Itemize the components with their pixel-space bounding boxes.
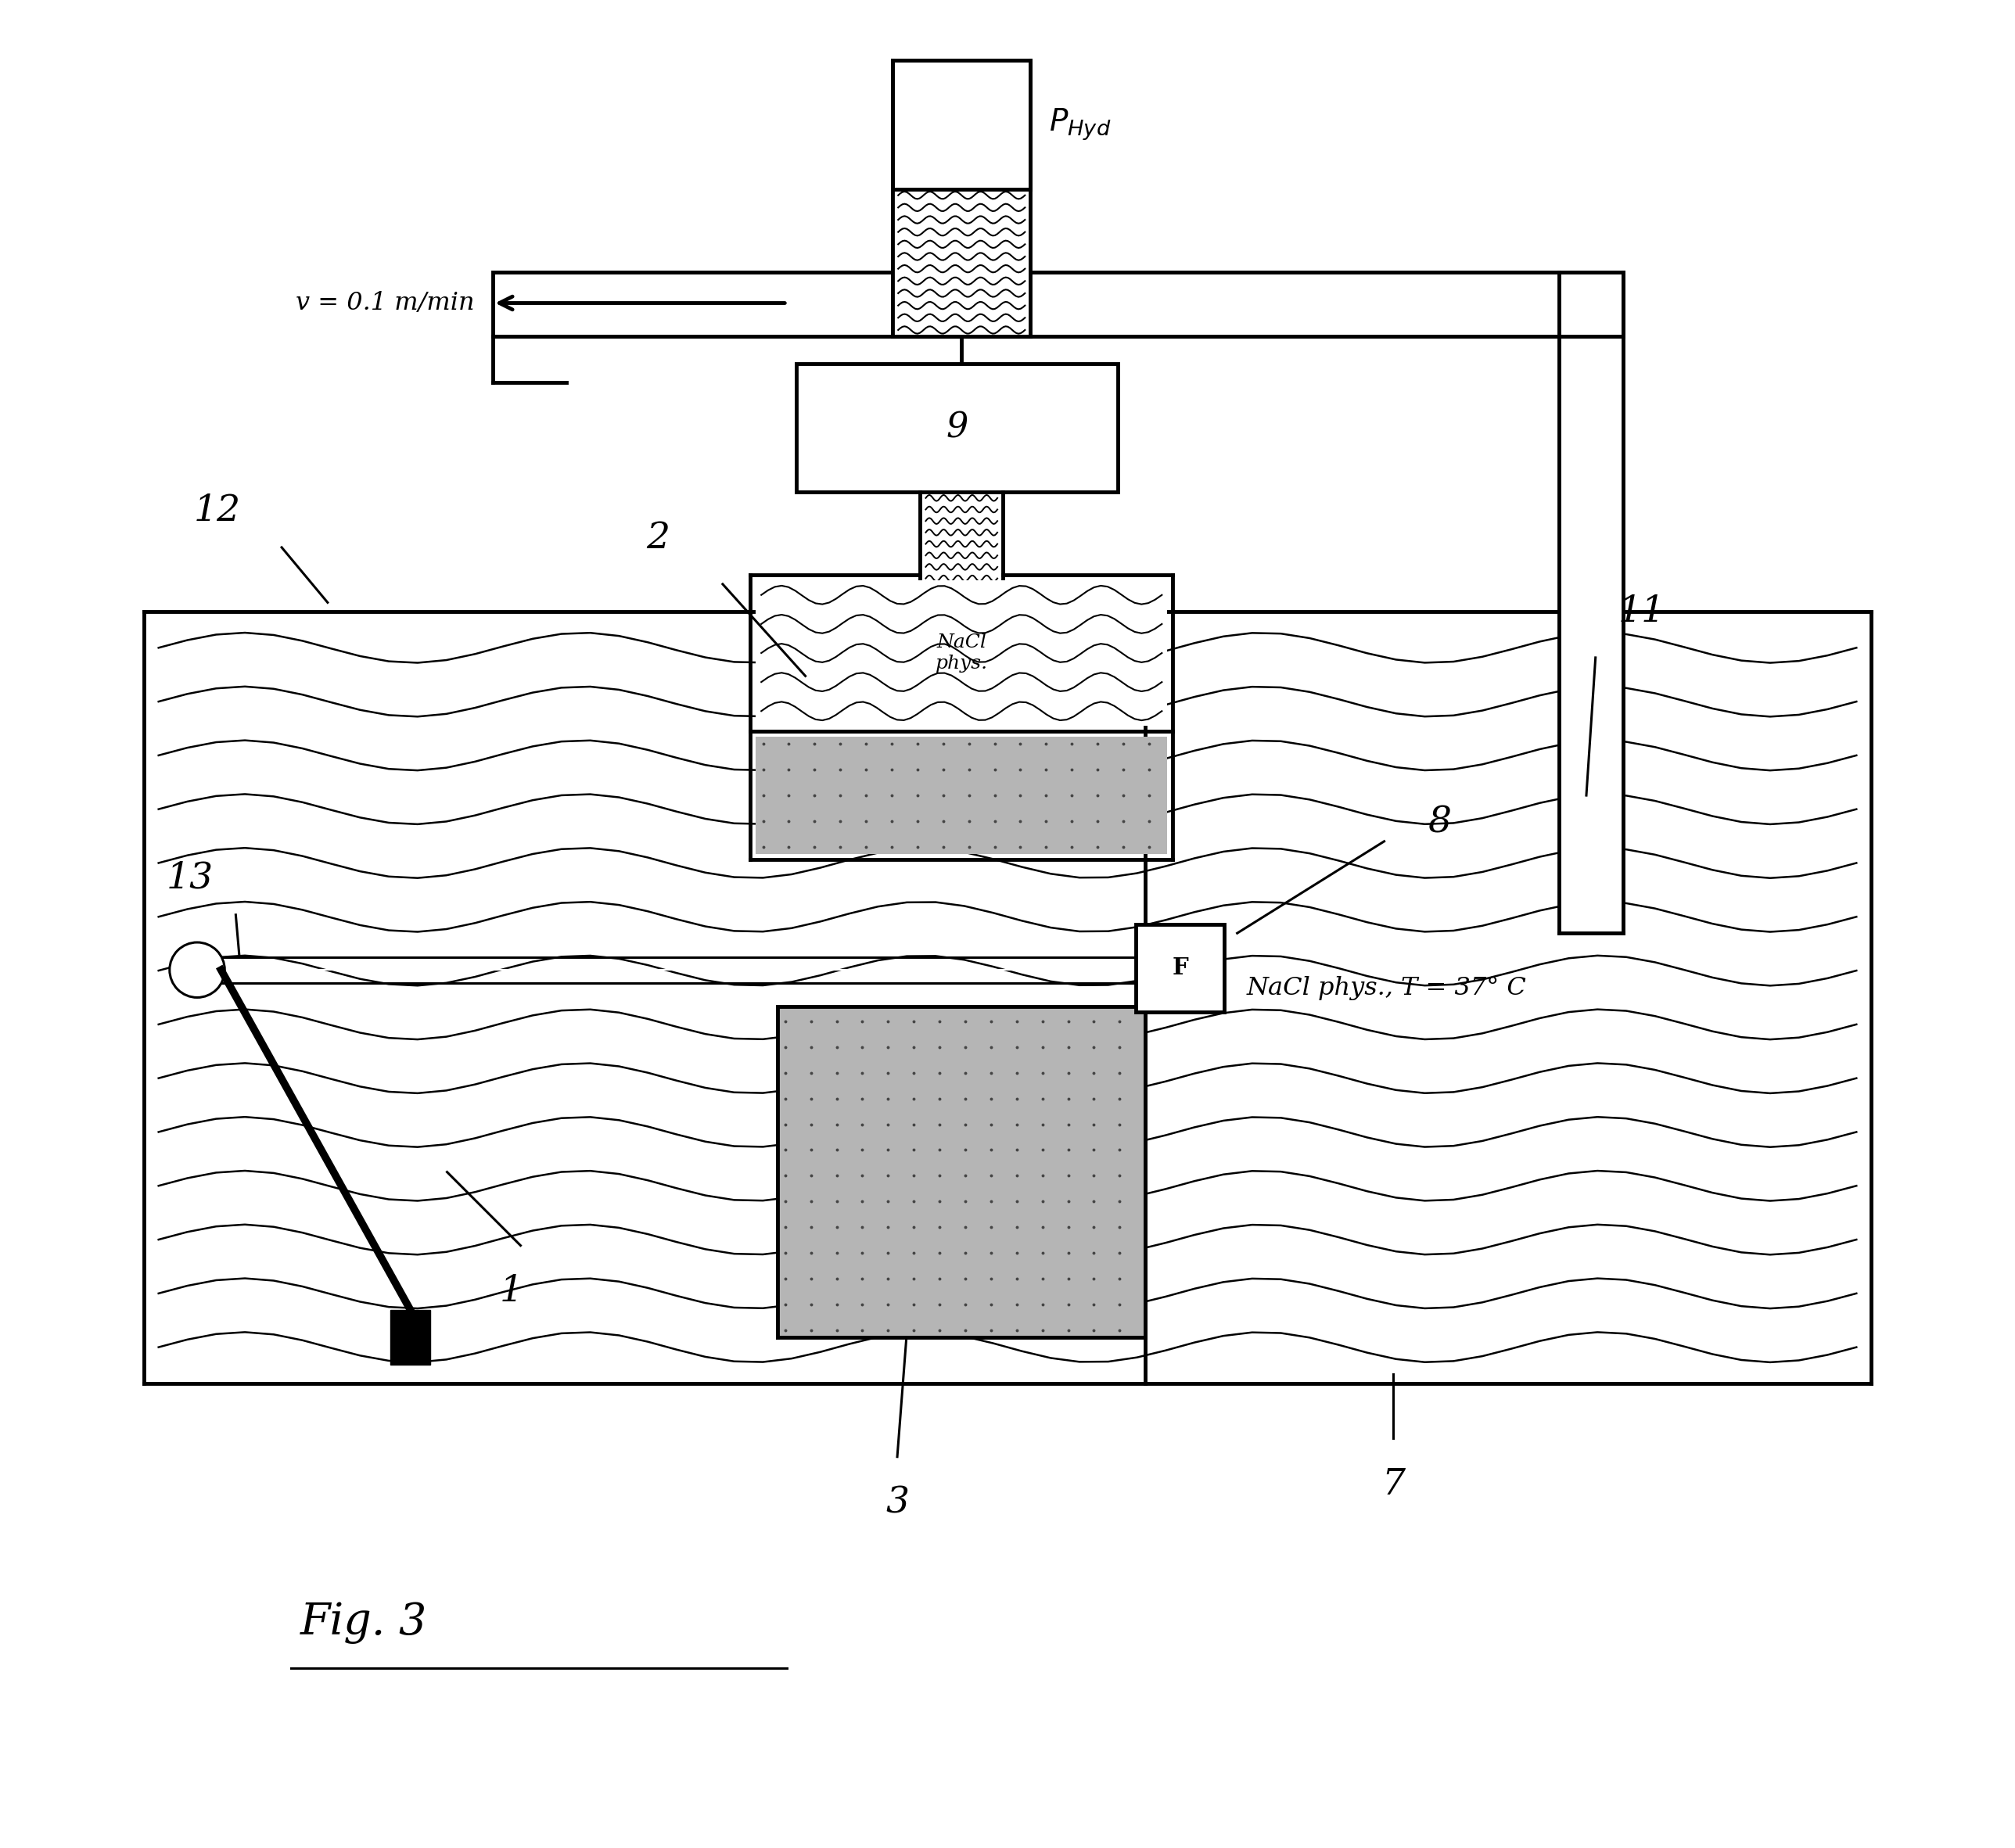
Bar (893, 188, 1030, 336)
Text: F: F (1173, 957, 1189, 979)
Text: 13: 13 (167, 861, 214, 896)
Bar (391, 1310, 431, 1366)
Text: 1: 1 (500, 1273, 524, 1308)
Text: 8: 8 (1427, 806, 1451, 841)
Bar (921, 492, 1003, 584)
Bar (153, 621, 1862, 1375)
Circle shape (169, 942, 226, 998)
Bar (756, 580, 1167, 726)
Bar (1560, 336, 1622, 933)
Text: 11: 11 (1618, 593, 1664, 630)
Bar (494, 272, 1622, 336)
Text: 7: 7 (1382, 1467, 1404, 1502)
Text: NaCl
phys.: NaCl phys. (935, 634, 987, 673)
Text: v = 0.1 m/min: v = 0.1 m/min (296, 290, 476, 316)
Text: 2: 2 (647, 521, 671, 556)
Bar (1136, 924, 1225, 1013)
Bar (778, 1007, 1145, 1338)
Bar (893, 61, 1030, 188)
Text: 9: 9 (945, 410, 967, 445)
Bar (796, 364, 1118, 492)
Text: NaCl phys., T = 37° C: NaCl phys., T = 37° C (1247, 976, 1525, 1000)
Bar (756, 737, 1167, 854)
Text: $P_{Hyd}$: $P_{Hyd}$ (1050, 107, 1110, 142)
Text: 3: 3 (885, 1486, 909, 1521)
Text: 12: 12 (193, 493, 242, 529)
Text: Fig. 3: Fig. 3 (300, 1600, 427, 1643)
